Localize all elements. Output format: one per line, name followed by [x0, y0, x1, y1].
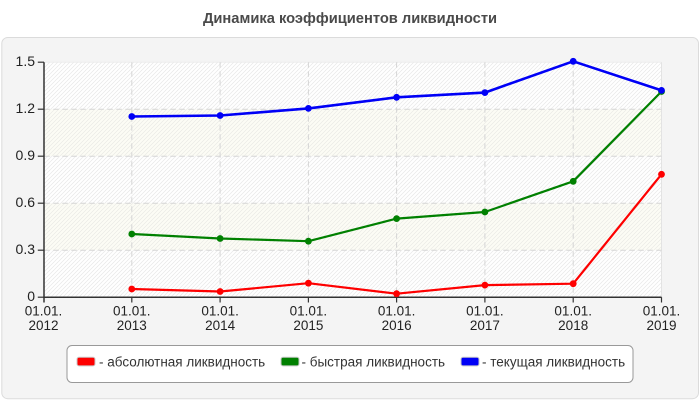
svg-text:2019: 2019 — [646, 318, 676, 333]
svg-text:01.01.: 01.01. — [378, 304, 416, 319]
svg-text:0.9: 0.9 — [16, 147, 36, 163]
svg-text:01.01.: 01.01. — [290, 304, 328, 319]
svg-text:2016: 2016 — [382, 318, 412, 333]
svg-text:1.5: 1.5 — [16, 53, 36, 69]
svg-text:1.2: 1.2 — [16, 100, 36, 116]
svg-text:- абсолютная ликвидность: - абсолютная ликвидность — [99, 354, 265, 369]
svg-text:2015: 2015 — [293, 318, 323, 333]
svg-text:- быстрая ликвидность: - быстрая ликвидность — [302, 354, 446, 369]
svg-text:01.01.: 01.01. — [466, 304, 504, 319]
svg-text:2018: 2018 — [558, 318, 588, 333]
svg-text:- текущая ликвидность: - текущая ликвидность — [482, 354, 625, 369]
svg-text:01.01.: 01.01. — [201, 304, 239, 319]
svg-text:01.01.: 01.01. — [113, 304, 151, 319]
svg-text:01.01.: 01.01. — [25, 304, 63, 319]
svg-text:Динамика коэффициентов ликвидн: Динамика коэффициентов ликвидности — [203, 11, 497, 27]
svg-text:2012: 2012 — [28, 318, 58, 333]
svg-text:01.01.: 01.01. — [554, 304, 592, 319]
svg-text:0: 0 — [27, 288, 35, 304]
svg-text:0.3: 0.3 — [16, 241, 36, 257]
svg-text:01.01.: 01.01. — [643, 304, 681, 319]
svg-text:2014: 2014 — [205, 318, 236, 333]
svg-text:2013: 2013 — [117, 318, 147, 333]
svg-text:2017: 2017 — [470, 318, 500, 333]
svg-text:0.6: 0.6 — [16, 194, 36, 210]
